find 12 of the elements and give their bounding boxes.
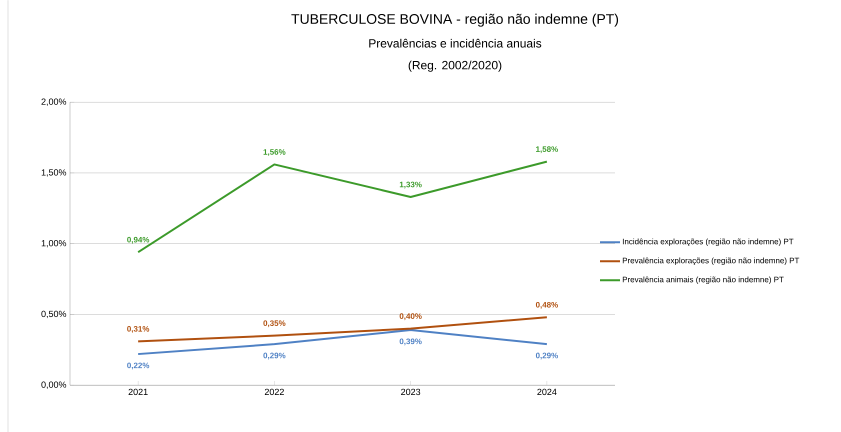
y-tick-label: 1,50% bbox=[42, 169, 66, 176]
chart-title: TUBERCULOSE BOVINA - região não indemne (PT) bbox=[291, 14, 618, 26]
y-tick-label: 2,00% bbox=[42, 98, 66, 106]
y-tick-label: 0,50% bbox=[41, 310, 66, 318]
x-tick-label: 2023 bbox=[401, 388, 420, 395]
x-tick-label: 2022 bbox=[264, 388, 284, 395]
y-tick-label: 0,00% bbox=[41, 381, 66, 389]
x-tick-label: 2024 bbox=[537, 388, 557, 395]
x-tick-label: 2021 bbox=[128, 388, 148, 395]
y-tick-label: 1,00% bbox=[42, 240, 66, 248]
chart-subtitle: Prevalências e incidência anuais bbox=[369, 38, 542, 48]
text: (Reg. 2002/2020) bbox=[408, 60, 502, 72]
